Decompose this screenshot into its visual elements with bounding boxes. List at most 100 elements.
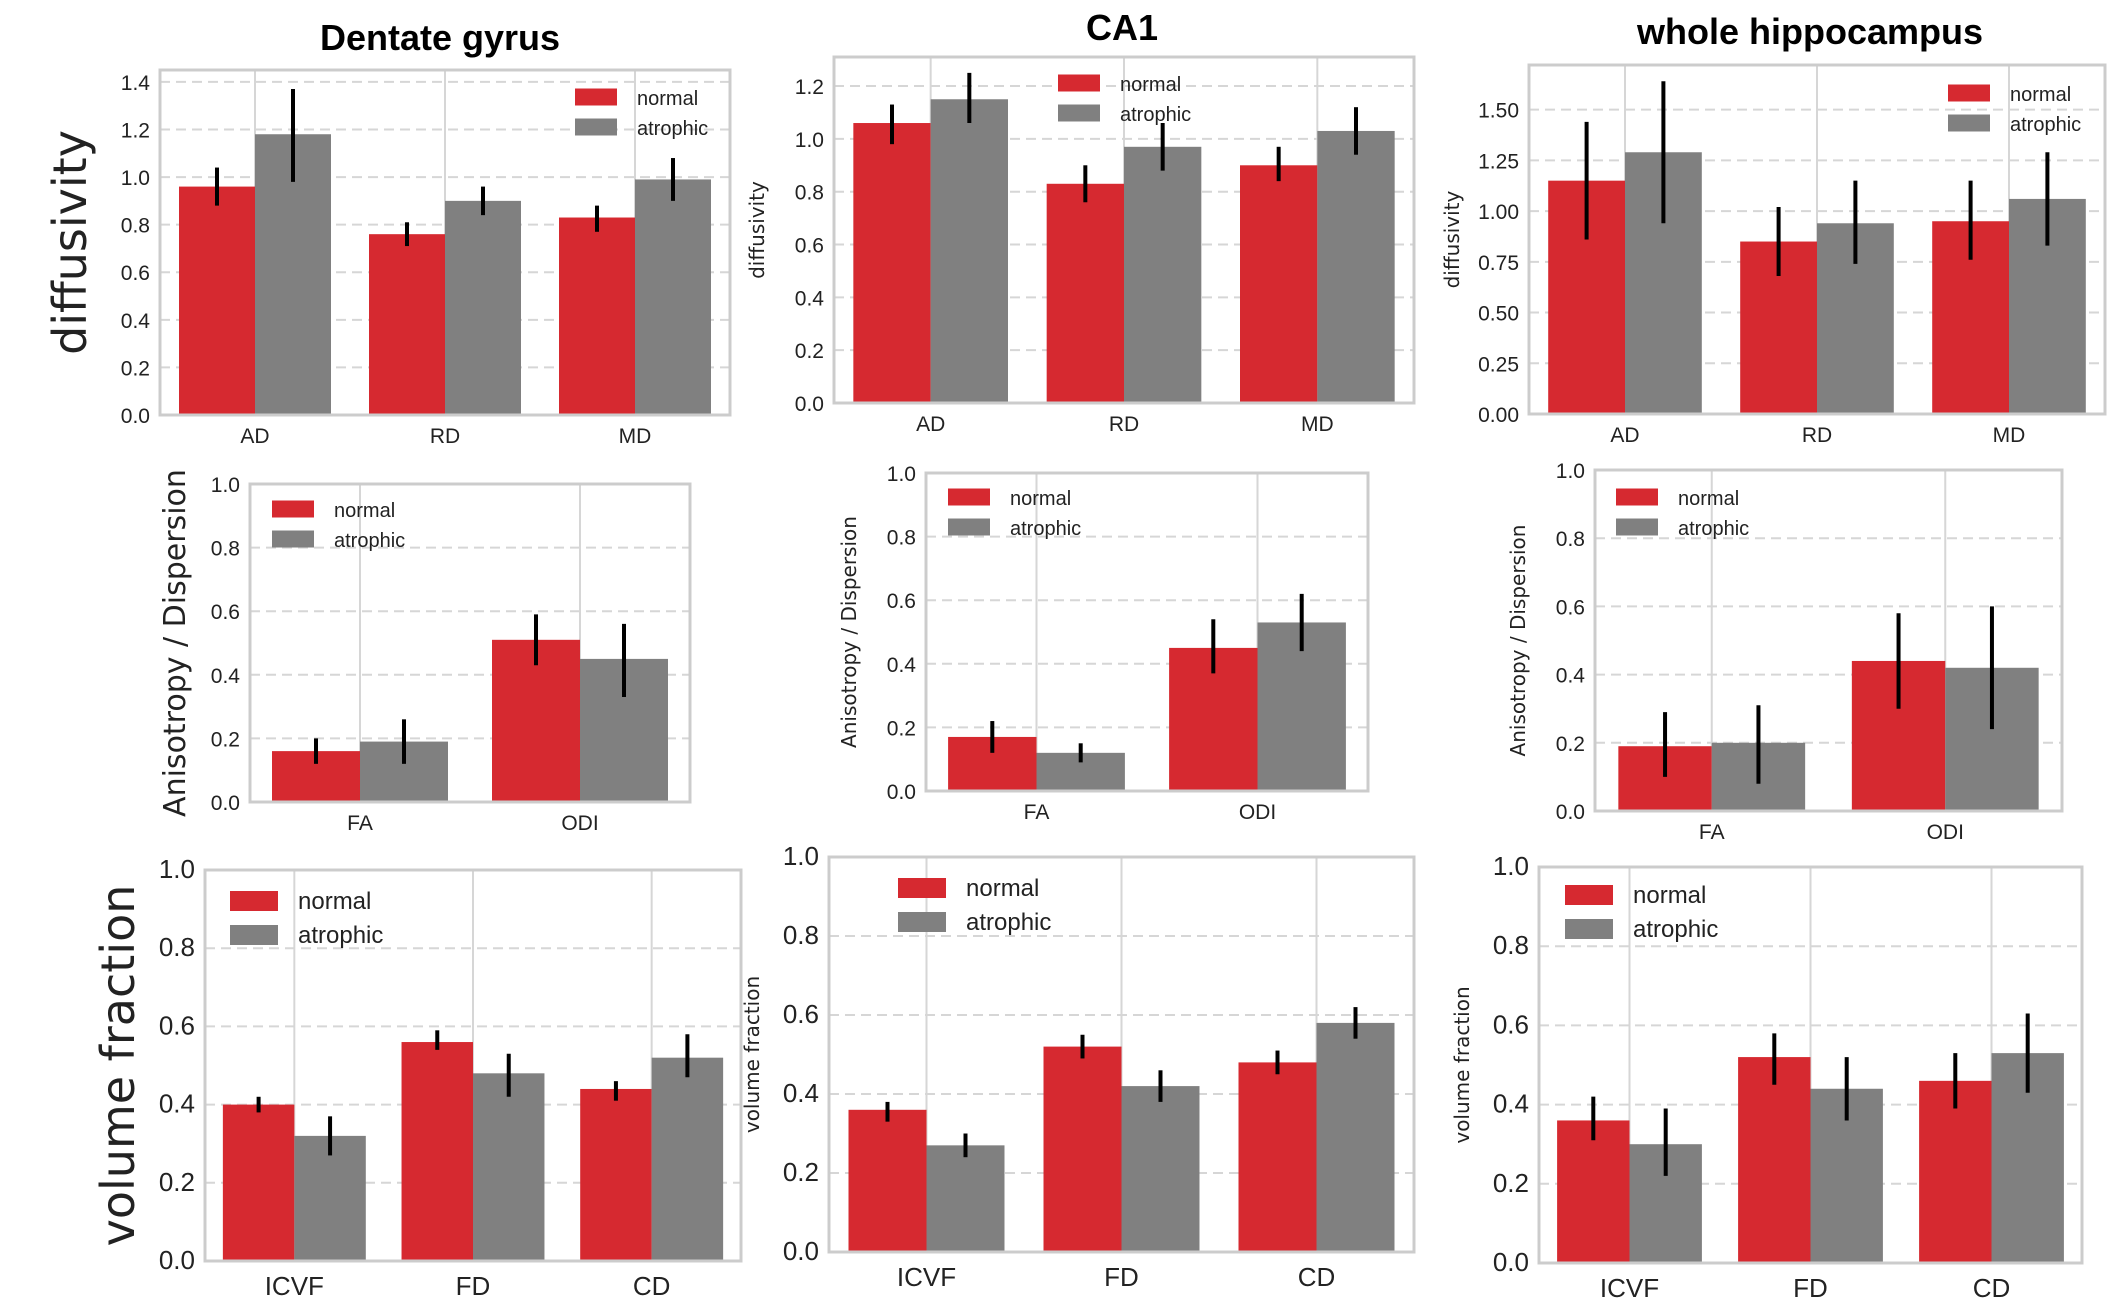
bar-normal xyxy=(1738,1057,1811,1263)
bar-atrophic xyxy=(1121,1086,1200,1252)
legend-label-atrophic: atrophic xyxy=(637,118,708,140)
y-tick-label: 0.2 xyxy=(121,357,150,380)
x-tick-label: MD xyxy=(619,425,652,448)
y-tick-label: 0.2 xyxy=(159,1167,195,1197)
y-tick-label: 1.0 xyxy=(1493,851,1529,881)
y-tick-label: 1.0 xyxy=(121,167,150,190)
y-tick-label: 1.0 xyxy=(887,463,916,486)
y-tick-label: 1.0 xyxy=(1556,460,1585,483)
legend-swatch-atrophic xyxy=(575,118,617,136)
axes-frame xyxy=(832,55,1416,405)
legend-label-normal: normal xyxy=(298,888,371,915)
x-tick-label: AD xyxy=(240,425,269,448)
x-tick-label: ICVF xyxy=(897,1262,956,1292)
legend-label-normal: normal xyxy=(334,500,395,522)
y-axis-label: Anisotropy / Dispersion xyxy=(158,469,193,817)
legend-label-atrophic: atrophic xyxy=(1010,518,1081,540)
x-tick-label: ICVF xyxy=(265,1271,324,1299)
y-tick-label: 0.6 xyxy=(121,262,150,285)
y-tick-label: 0.6 xyxy=(159,1010,195,1040)
bar-normal xyxy=(1557,1120,1630,1263)
y-tick-label: 0.2 xyxy=(1493,1168,1529,1198)
chart-grid: 0.0 0.2 0.4 0.6 0.8 1.0 1.2 1.4 AD RD MD normal atro… xyxy=(43,55,2107,1299)
y-tick-label: 0.0 xyxy=(211,792,240,815)
legend-label-normal: normal xyxy=(1120,74,1181,96)
bar-atrophic xyxy=(635,179,711,415)
legend-swatch-atrophic xyxy=(898,912,946,932)
x-tick-label: FA xyxy=(347,812,373,835)
y-tick-label: 1.0 xyxy=(211,474,240,497)
y-tick-label: 1.25 xyxy=(1478,150,1519,173)
y-tick-label: 0.6 xyxy=(1493,1009,1529,1039)
y-axis-label: Anisotropy / Dispersion xyxy=(1506,525,1530,757)
y-tick-label: 0.2 xyxy=(795,340,824,363)
x-tick-label: AD xyxy=(1610,424,1639,447)
axes-frame xyxy=(827,855,1416,1254)
y-tick-label: 0.2 xyxy=(1556,733,1585,756)
bar-normal xyxy=(1043,1046,1122,1252)
y-tick-label: 0.6 xyxy=(1556,596,1585,619)
y-tick-label: 0.0 xyxy=(1493,1247,1529,1277)
x-tick-label: ICVF xyxy=(1600,1273,1659,1299)
bar-normal xyxy=(1046,183,1124,403)
legend-swatch-atrophic xyxy=(1948,114,1990,132)
y-tick-label: 0.0 xyxy=(1556,801,1585,824)
y-tick-label: 1.2 xyxy=(121,119,150,142)
x-tick-label: ODI xyxy=(1239,801,1276,824)
chart-wh-anisotropy: 0.0 0.2 0.4 0.6 0.8 1.0 FA ODI normal atrophic Ani… xyxy=(1506,460,2064,844)
y-tick-label: 0.8 xyxy=(887,527,916,550)
legend-swatch-normal xyxy=(1948,84,1990,102)
legend-swatch-normal xyxy=(272,500,314,518)
y-tick-label: 0.4 xyxy=(211,665,241,688)
y-axis-label: volume fraction xyxy=(1450,986,1474,1143)
x-tick-label: FD xyxy=(1104,1262,1139,1292)
y-tick-label: 1.0 xyxy=(159,854,195,884)
legend-swatch-normal xyxy=(1058,74,1100,92)
y-tick-label: 0.6 xyxy=(211,601,240,624)
x-tick-label: FD xyxy=(456,1271,491,1299)
legend-swatch-normal xyxy=(898,878,946,898)
y-tick-label: 0.4 xyxy=(1493,1089,1529,1119)
axes-frame xyxy=(924,471,1370,793)
bar-normal xyxy=(853,123,931,404)
bar-normal xyxy=(1240,165,1318,403)
y-axis-label: diffusivity xyxy=(43,130,97,355)
legend-label-normal: normal xyxy=(1633,882,1706,909)
legend-label-normal: normal xyxy=(1678,488,1739,510)
legend-swatch-normal xyxy=(230,891,278,911)
x-tick-label: RD xyxy=(1109,413,1139,436)
y-tick-label: 0.4 xyxy=(159,1089,195,1119)
x-tick-label: ODI xyxy=(1927,821,1964,844)
y-tick-label: 0.4 xyxy=(795,287,825,310)
legend-swatch-normal xyxy=(575,88,617,106)
bar-atrophic xyxy=(1316,1022,1395,1252)
column-title-dentate-gyrus: Dentate gyrus xyxy=(320,17,560,58)
legend-label-normal: normal xyxy=(1010,488,1071,510)
y-tick-label: 0.6 xyxy=(795,235,824,258)
legend-swatch-atrophic xyxy=(230,925,278,945)
x-tick-label: FA xyxy=(1699,821,1725,844)
y-axis-label: volume fraction xyxy=(91,885,145,1247)
y-tick-label: 0.6 xyxy=(783,999,819,1029)
bar-normal xyxy=(1919,1080,1992,1263)
y-tick-label: 0.8 xyxy=(1556,528,1585,551)
axes-frame xyxy=(248,482,692,804)
x-tick-label: CD xyxy=(1298,1262,1336,1292)
axes-frame xyxy=(1527,63,2107,416)
x-tick-label: MD xyxy=(1993,424,2026,447)
legend-swatch-atrophic xyxy=(272,530,314,548)
y-tick-label: 0.25 xyxy=(1478,353,1519,376)
y-tick-label: 0.6 xyxy=(887,590,916,613)
legend-label-atrophic: atrophic xyxy=(966,909,1051,936)
x-tick-label: CD xyxy=(633,1271,671,1299)
y-tick-label: 1.4 xyxy=(121,72,151,95)
y-tick-label: 0.00 xyxy=(1478,404,1519,427)
bar-normal xyxy=(492,639,580,802)
column-title-ca1: CA1 xyxy=(1086,7,1158,48)
y-tick-label: 0.2 xyxy=(211,728,240,751)
bar-atrophic xyxy=(445,200,521,415)
legend-label-atrophic: atrophic xyxy=(334,530,405,552)
chart-ca1-diffusivity: 0.0 0.2 0.4 0.6 0.8 1.0 1.2 AD RD MD normal atrophi… xyxy=(745,55,1416,436)
legend-swatch-normal xyxy=(948,488,990,506)
legend-label-atrophic: atrophic xyxy=(1678,518,1749,540)
